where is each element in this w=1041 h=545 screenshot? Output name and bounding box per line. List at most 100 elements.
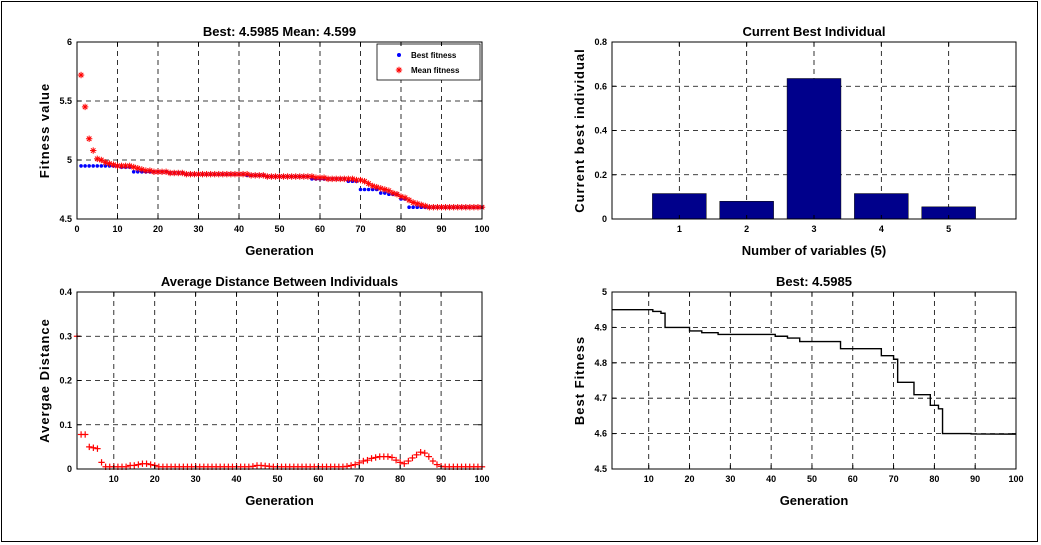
data-point	[312, 174, 320, 181]
data-point	[411, 205, 415, 209]
data-point	[131, 462, 138, 469]
x-tick-label: 1	[677, 224, 682, 234]
x-axis-label: Number of variables (5)	[742, 243, 887, 258]
y-tick-label: 0.4	[594, 126, 607, 136]
data-point	[362, 187, 367, 192]
data-point	[249, 463, 257, 470]
x-tick-label: 3	[811, 224, 816, 234]
bar-1	[652, 193, 707, 220]
data-point	[103, 164, 108, 168]
x-tick-label: 10	[112, 224, 122, 234]
data-point	[372, 454, 379, 461]
data-point	[219, 170, 226, 178]
chart-title: Best: 4.5985	[776, 274, 852, 289]
legend-entry: Best fitness	[411, 51, 457, 60]
y-tick-label: 0.8	[594, 37, 607, 47]
x-axis-label: Generation	[245, 493, 314, 508]
x-tick-label: 60	[315, 224, 325, 234]
data-point	[102, 159, 109, 166]
x-tick-label: 80	[396, 224, 406, 234]
data-point	[95, 164, 100, 168]
x-tick-label: 60	[848, 474, 858, 484]
legend-entry: Mean fitness	[411, 66, 460, 75]
y-tick-label: 4.7	[594, 393, 607, 403]
x-tick-label: 10	[109, 474, 119, 484]
y-tick-label: 0.3	[59, 331, 72, 341]
data-point	[395, 66, 403, 74]
axes-frame	[611, 291, 1017, 470]
legend-box	[376, 43, 481, 81]
data-point	[433, 461, 441, 468]
x-tick-label: 100	[474, 224, 489, 234]
x-tick-label: 100	[474, 474, 489, 484]
y-tick-label: 5.5	[59, 96, 72, 106]
data-point	[203, 170, 210, 178]
data-point	[383, 191, 387, 195]
data-point	[296, 173, 303, 180]
y-tick-label: 4.8	[594, 358, 607, 368]
axes-best-fitness: Best: 4.5985 Generation Best Fitness 10 20 30…	[572, 274, 1024, 508]
data-point	[280, 173, 287, 180]
data-point	[370, 187, 375, 192]
x-tick-label: 10	[644, 474, 654, 484]
data-point	[118, 162, 125, 170]
chart-fitness: Best: 4.5985 Mean: 4.599 Generation Fitnes…	[37, 24, 490, 258]
data-point	[135, 461, 142, 468]
x-tick-label: 30	[725, 474, 735, 484]
data-point	[358, 187, 363, 192]
data-point	[446, 204, 453, 211]
bar-3	[786, 78, 842, 220]
data-point	[368, 455, 375, 462]
data-point	[98, 459, 105, 466]
axes-border	[611, 41, 1017, 220]
data-point	[223, 170, 231, 178]
data-point	[429, 457, 437, 465]
legend-marker	[397, 53, 401, 57]
y-tick-label: 5	[602, 287, 607, 297]
x-tick-label: 70	[889, 474, 899, 484]
data-point	[231, 170, 239, 178]
chart-title: Best: 4.5985 Mean: 4.599	[203, 24, 356, 39]
data-point	[94, 445, 101, 452]
data-point	[87, 164, 91, 168]
data-point	[384, 453, 392, 460]
y-tick-label: 5	[67, 155, 72, 165]
data-point	[409, 454, 416, 462]
data-point	[378, 191, 383, 195]
y-axis-label: Current best individual	[572, 48, 587, 213]
data-point	[415, 205, 420, 209]
data-point	[401, 194, 409, 201]
x-tick-label: 30	[193, 224, 203, 234]
y-tick-label: 0.2	[594, 170, 607, 180]
x-tick-label: 90	[436, 474, 446, 484]
x-tick-label: 20	[153, 224, 163, 234]
data-point	[401, 460, 408, 467]
axes-border	[76, 291, 483, 470]
x-tick-label: 50	[807, 474, 817, 484]
y-axis-label: Fitness value	[37, 83, 52, 178]
x-tick-label: 20	[685, 474, 695, 484]
x-tick-label: 40	[234, 224, 244, 234]
x-tick-label: 50	[274, 224, 284, 234]
data-point	[131, 170, 136, 174]
y-tick-label: 0.4	[59, 287, 72, 297]
data-point	[77, 71, 85, 79]
y-axis-label: Best Fitness	[572, 336, 587, 425]
data-point	[187, 170, 194, 178]
data-point	[421, 449, 428, 457]
y-tick-label: 4.5	[594, 464, 607, 474]
x-tick-label: 30	[191, 474, 201, 484]
data-point	[239, 170, 247, 178]
data-point	[91, 164, 95, 168]
data-point	[407, 205, 411, 209]
x-tick-label: 40	[766, 474, 776, 484]
data-point	[425, 453, 433, 460]
x-tick-label: 40	[232, 474, 242, 484]
data-point	[458, 204, 465, 211]
data-point	[442, 204, 449, 211]
x-tick-label: 70	[354, 474, 364, 484]
data-point	[81, 103, 89, 111]
data-point	[90, 444, 97, 451]
